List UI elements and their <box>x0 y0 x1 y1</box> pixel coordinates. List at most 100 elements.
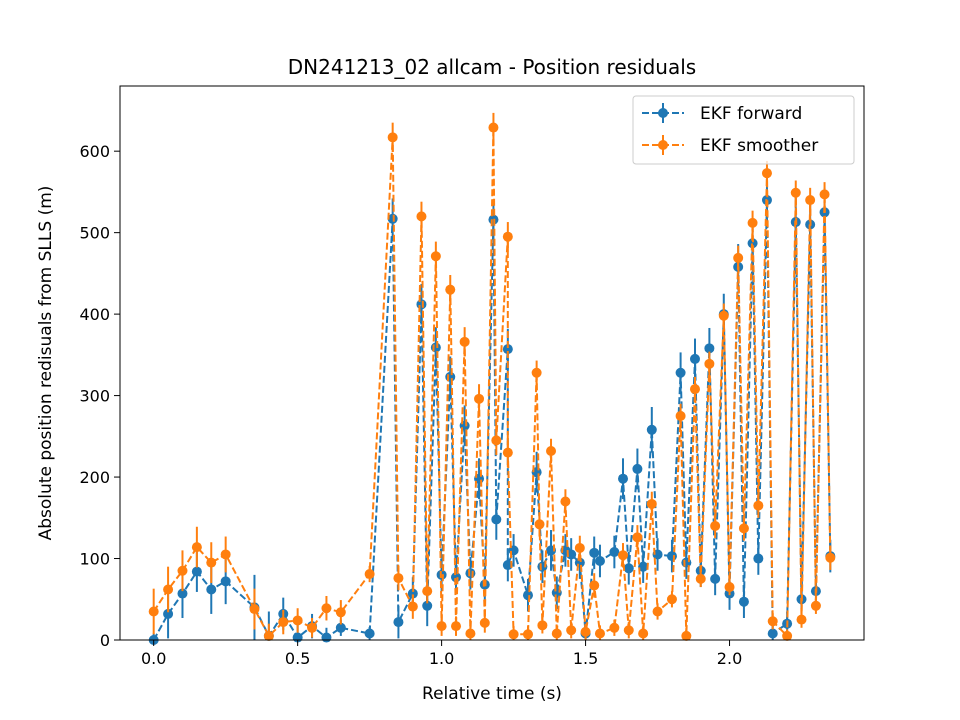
data-point <box>465 628 476 639</box>
data-point <box>177 565 188 576</box>
y-axis-ticks: 0 100 200 300 400 500 600 <box>79 142 120 650</box>
data-point <box>335 607 346 618</box>
data-point <box>206 584 217 595</box>
data-point <box>430 342 441 353</box>
data-point <box>710 520 721 531</box>
data-point <box>531 367 542 378</box>
data-point <box>646 498 657 509</box>
legend-label-ekf-smoother: EKF smoother <box>700 136 818 156</box>
legend-label-ekf-forward: EKF forward <box>700 104 802 124</box>
data-point <box>537 620 548 631</box>
data-point <box>747 238 758 249</box>
data-point <box>733 252 744 263</box>
data-point <box>546 445 557 456</box>
x-tick-label: 1.0 <box>429 649 454 668</box>
data-point <box>451 621 462 632</box>
data-point <box>666 551 677 562</box>
data-point <box>618 473 629 484</box>
data-point <box>307 622 318 633</box>
data-point <box>623 563 634 574</box>
data-point <box>695 573 706 584</box>
data-point <box>632 532 643 543</box>
data-point <box>459 336 470 347</box>
y-axis-label: Absolute position redisuals from SLLS (m… <box>36 186 56 541</box>
legend-marker-ekf-smoother <box>658 140 668 150</box>
x-tick-label: 0.0 <box>141 649 166 668</box>
data-point <box>278 617 289 628</box>
data-point <box>451 572 462 583</box>
data-point <box>819 189 830 200</box>
data-point <box>609 547 620 558</box>
data-point <box>580 626 591 637</box>
data-point <box>220 576 231 587</box>
data-point <box>177 588 188 599</box>
data-point <box>825 552 836 563</box>
y-tick-label: 400 <box>79 305 110 324</box>
data-point <box>796 614 807 625</box>
x-axis-ticks: 0.0 0.5 1.0 1.5 2.0 <box>141 640 742 668</box>
data-point <box>534 519 545 530</box>
data-point <box>753 553 764 564</box>
data-point <box>594 628 605 639</box>
data-point <box>163 584 174 595</box>
x-tick-label: 1.5 <box>573 649 598 668</box>
data-point <box>148 606 159 617</box>
data-point <box>163 608 174 619</box>
legend-marker-ekf-forward <box>658 108 668 118</box>
data-point <box>609 622 620 633</box>
data-point <box>479 617 490 628</box>
data-point <box>491 514 502 525</box>
data-point <box>321 603 332 614</box>
data-point <box>652 606 663 617</box>
data-point <box>430 251 441 262</box>
data-point <box>551 628 562 639</box>
data-point <box>666 594 677 605</box>
data-point <box>522 629 533 640</box>
data-point <box>488 122 499 133</box>
data-point <box>206 557 217 568</box>
data-point <box>638 561 649 572</box>
data-point <box>810 600 821 611</box>
plot-area <box>120 86 864 640</box>
data-point <box>704 358 715 369</box>
y-tick-label: 200 <box>79 468 110 487</box>
data-point <box>364 569 375 580</box>
data-point <box>474 393 485 404</box>
y-tick-label: 0 <box>100 631 110 650</box>
data-point <box>724 582 735 593</box>
data-point <box>436 621 447 632</box>
data-point <box>502 344 513 355</box>
data-point <box>191 566 202 577</box>
data-point <box>416 299 427 310</box>
chart-title: DN241213_02 allcam - Position residuals <box>288 55 696 79</box>
markers-ekf-smoother <box>148 122 836 641</box>
data-point <box>566 625 577 636</box>
data-point <box>364 628 375 639</box>
data-point <box>387 132 398 143</box>
x-axis-label: Relative time (s) <box>422 684 562 704</box>
data-point <box>445 284 456 295</box>
data-point <box>292 615 303 626</box>
data-point <box>638 628 649 639</box>
data-point <box>738 523 749 534</box>
x-tick-label: 0.5 <box>285 649 310 668</box>
data-point <box>445 371 456 382</box>
data-point <box>675 410 686 421</box>
y-tick-label: 500 <box>79 224 110 243</box>
data-point <box>522 590 533 601</box>
data-point <box>805 195 816 206</box>
x-tick-label: 2.0 <box>717 649 742 668</box>
data-point <box>502 231 513 242</box>
legend-box <box>632 95 855 165</box>
data-point <box>589 580 600 591</box>
data-point <box>704 343 715 354</box>
data-point <box>321 632 332 643</box>
data-point <box>681 630 692 641</box>
data-point <box>560 496 571 507</box>
data-point <box>249 604 260 615</box>
data-point <box>761 168 772 179</box>
data-point <box>589 547 600 558</box>
data-point <box>782 630 793 641</box>
data-point <box>718 310 729 321</box>
